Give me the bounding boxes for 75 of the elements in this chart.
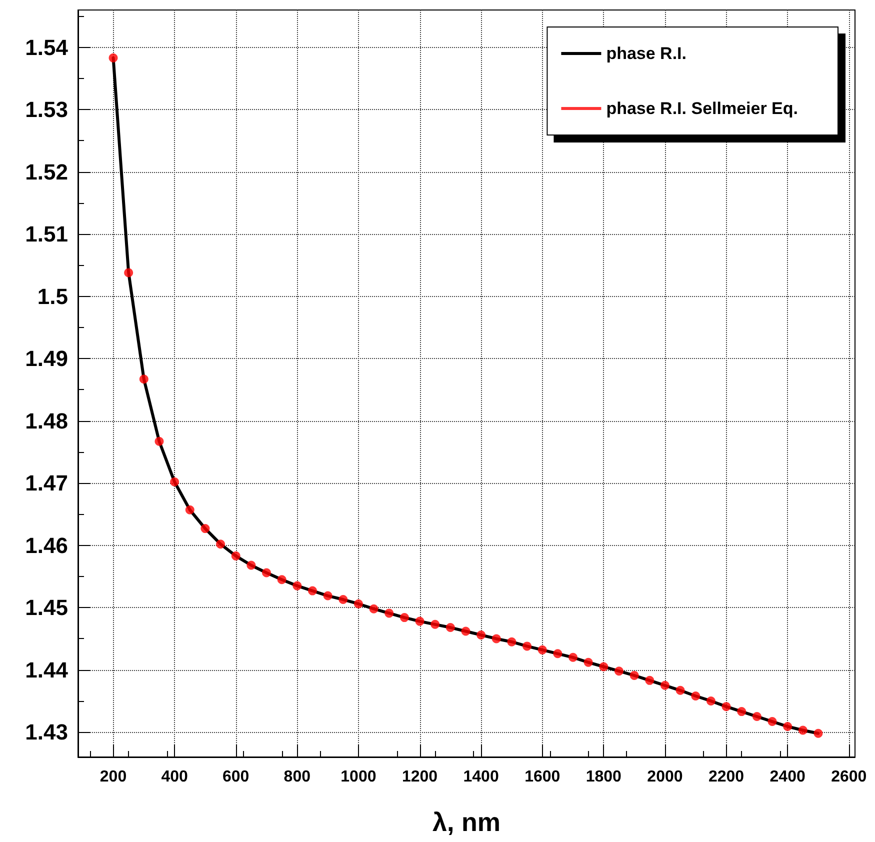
point <box>660 680 670 690</box>
x-tick-label: 800 <box>284 768 311 786</box>
point <box>798 726 808 735</box>
y-tick-label: 1.47 <box>25 470 68 496</box>
point <box>783 722 792 731</box>
y-tick-label: 1.48 <box>25 408 68 434</box>
point <box>277 575 286 584</box>
point <box>262 568 272 578</box>
x-tick-label: 1400 <box>463 768 499 786</box>
point <box>522 642 532 651</box>
point <box>691 691 700 700</box>
point <box>676 686 685 695</box>
point <box>599 662 608 672</box>
point <box>507 637 516 646</box>
point <box>553 649 562 658</box>
point <box>538 645 547 654</box>
point <box>446 623 455 632</box>
point <box>108 53 118 62</box>
point <box>645 676 654 685</box>
y-tick-label: 1.43 <box>25 720 68 745</box>
point <box>706 696 716 706</box>
x-tick-label: 200 <box>100 768 127 786</box>
point <box>430 620 440 629</box>
x-tick-label: 2000 <box>647 768 683 786</box>
y-tick-label: 1.45 <box>25 595 68 620</box>
point <box>154 436 164 446</box>
point <box>139 374 148 384</box>
point <box>415 616 424 626</box>
point <box>630 670 639 680</box>
point <box>369 604 378 614</box>
legend-label: phase R.I. Sellmeier Eq. <box>606 99 798 118</box>
point <box>292 581 302 590</box>
point <box>400 613 409 622</box>
point <box>384 608 394 618</box>
x-tick-label: 2200 <box>708 768 744 786</box>
point <box>476 630 486 640</box>
point <box>568 652 578 662</box>
y-tick-label: 1.49 <box>25 346 68 372</box>
x-tick-label: 1000 <box>340 768 376 786</box>
x-tick-label: 400 <box>161 768 188 786</box>
point <box>185 505 194 514</box>
x-tick-label: 1200 <box>402 768 438 786</box>
x-axis-title: λ, nm <box>432 807 500 837</box>
x-tick-label: 2600 <box>831 768 867 786</box>
point <box>200 524 210 534</box>
y-tick-label: 1.5 <box>37 284 68 309</box>
x-tick-label: 1600 <box>524 768 560 786</box>
x-tick-label: 2400 <box>770 768 806 786</box>
point <box>614 666 624 676</box>
legend-label: phase R.I. <box>606 44 687 63</box>
point <box>216 540 226 549</box>
point <box>354 599 363 608</box>
point <box>814 728 823 738</box>
point <box>768 717 777 726</box>
point <box>308 586 317 596</box>
point <box>323 591 332 600</box>
point <box>170 477 180 486</box>
y-tick-label: 1.54 <box>25 34 69 60</box>
point <box>737 707 746 716</box>
y-tick-label: 1.44 <box>25 657 69 682</box>
point <box>338 595 348 604</box>
point <box>722 702 731 712</box>
y-tick-label: 1.51 <box>25 222 68 247</box>
point <box>584 658 593 667</box>
x-tick-label: 1800 <box>586 768 622 786</box>
point <box>246 560 256 570</box>
point <box>461 626 470 636</box>
point <box>231 551 240 560</box>
y-tick-label: 1.53 <box>25 97 68 122</box>
point <box>752 712 762 722</box>
point <box>492 634 501 644</box>
y-tick-label: 1.52 <box>25 159 68 184</box>
point <box>124 268 134 278</box>
x-tick-label: 600 <box>222 768 250 786</box>
y-tick-label: 1.46 <box>25 532 68 558</box>
